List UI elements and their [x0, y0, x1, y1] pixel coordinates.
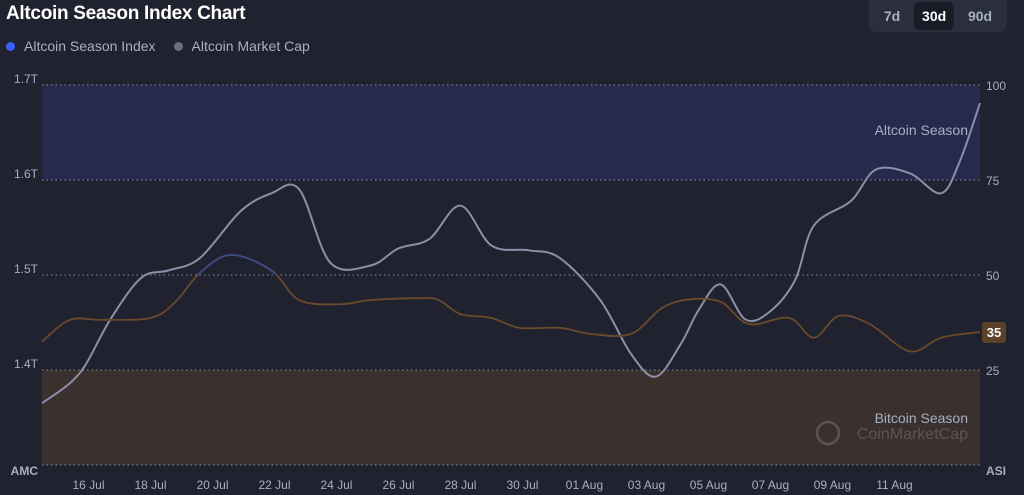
left-axis-label: AMC	[11, 464, 39, 478]
x-tick-label: 26 Jul	[382, 478, 414, 492]
series-line-amc	[41, 102, 981, 405]
legend-item-amc[interactable]: Altcoin Market Cap	[173, 38, 310, 54]
x-tick-label: 28 Jul	[444, 478, 476, 492]
left-tick-label: 1.5T	[14, 262, 39, 276]
right-tick-label: 50	[986, 269, 1000, 283]
x-tick-label: 18 Jul	[134, 478, 166, 492]
left-tick-label: 1.6T	[14, 167, 39, 181]
left-tick-label: 1.7T	[14, 72, 39, 86]
current-value-label: 35	[987, 325, 1001, 340]
x-tick-label: 05 Aug	[690, 478, 727, 492]
x-tick-label: 30 Jul	[506, 478, 538, 492]
x-tick-label: 03 Aug	[628, 478, 665, 492]
left-tick-label: 1.4T	[14, 357, 39, 371]
coinmarketcap-logo-icon	[815, 420, 841, 446]
series-line-asi	[41, 253, 981, 353]
tab-7d[interactable]: 7d	[883, 8, 901, 24]
tab-30d[interactable]: 30d	[914, 2, 955, 30]
current-value-badge	[982, 322, 1006, 343]
x-tick-label: 01 Aug	[566, 478, 603, 492]
x-tick-label: 24 Jul	[320, 478, 352, 492]
band-bitcoin	[42, 370, 980, 465]
legend: Altcoin Season Index Altcoin Market Cap	[6, 38, 310, 54]
x-tick-label: 11 Aug	[876, 478, 912, 492]
x-tick-label: 22 Jul	[258, 478, 290, 492]
legend-dot-icon	[173, 41, 183, 51]
x-tick-label: 20 Jul	[196, 478, 228, 492]
right-tick-label: 75	[986, 174, 1000, 188]
tab-90d[interactable]: 90d	[967, 8, 993, 24]
band-label-altcoin: Altcoin Season	[875, 122, 968, 138]
range-tabs: 7d 30d 90d	[869, 0, 1007, 32]
right-tick-label: 100	[986, 79, 1006, 93]
x-tick-label: 16 Jul	[72, 478, 104, 492]
right-tick-label: 25	[986, 364, 1000, 378]
right-axis-label: ASI	[986, 464, 1006, 478]
series-line-asi-altseason-segment	[196, 253, 278, 275]
watermark: CoinMarketCap	[857, 426, 968, 443]
x-tick-label: 07 Aug	[752, 478, 789, 492]
legend-item-asi[interactable]: Altcoin Season Index	[6, 38, 156, 54]
legend-dot-icon	[6, 41, 15, 51]
x-tick-label: 09 Aug	[814, 478, 851, 492]
band-label-bitcoin: Bitcoin Season	[875, 410, 968, 426]
page-title: Altcoin Season Index Chart	[6, 3, 246, 24]
band-altcoin	[42, 85, 980, 180]
